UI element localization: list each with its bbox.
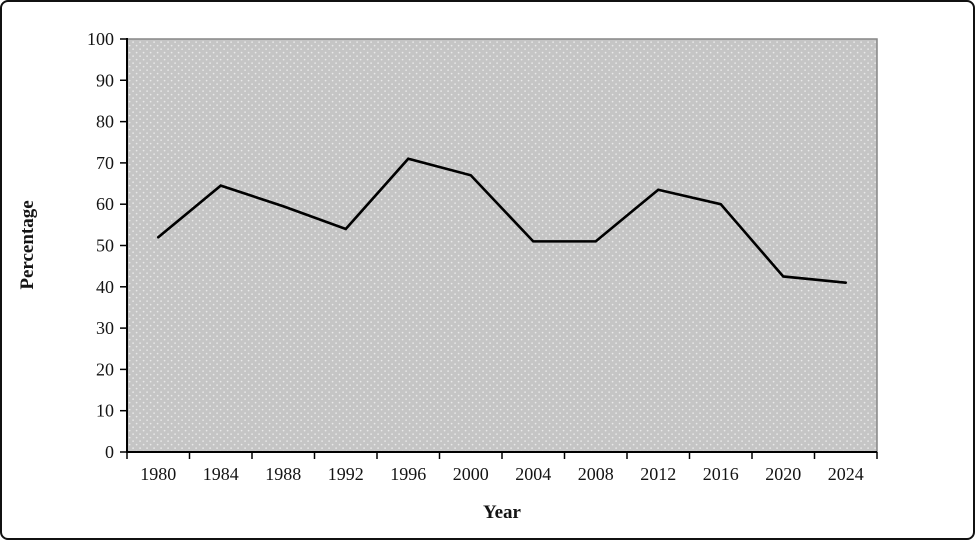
x-tick-label: 2016 xyxy=(703,464,739,484)
y-tick-label: 40 xyxy=(96,277,114,297)
y-tick-label: 60 xyxy=(96,194,114,214)
y-tick-label: 20 xyxy=(96,359,114,379)
y-tick-label: 10 xyxy=(96,401,114,421)
x-tick-label: 1980 xyxy=(140,464,176,484)
y-tick-label: 50 xyxy=(96,236,114,256)
y-axis-ticks xyxy=(120,38,127,453)
x-tick-label: 1988 xyxy=(265,464,301,484)
x-tick-label: 2000 xyxy=(453,464,489,484)
y-tick-label: 80 xyxy=(96,112,114,132)
y-tick-label: 70 xyxy=(96,153,114,173)
y-axis-labels: 0 10 20 30 40 50 60 70 80 90 100 xyxy=(87,29,114,462)
x-tick-label: 2008 xyxy=(578,464,614,484)
x-axis-title: Year xyxy=(483,502,522,523)
x-tick-label: 2024 xyxy=(828,464,864,484)
x-tick-label: 2012 xyxy=(640,464,676,484)
y-tick-label: 0 xyxy=(105,442,114,462)
x-tick-label: 2004 xyxy=(515,464,551,484)
y-tick-label: 30 xyxy=(96,318,114,338)
x-tick-label: 1992 xyxy=(328,464,364,484)
series-line xyxy=(156,157,848,284)
y-tick-label: 90 xyxy=(96,70,114,90)
x-axis-ticks xyxy=(126,452,878,459)
x-tick-label: 1984 xyxy=(203,464,239,484)
plot-area xyxy=(126,38,878,453)
y-axis-title: Percentage xyxy=(17,200,38,289)
y-tick-label: 100 xyxy=(87,29,114,49)
x-tick-label: 2020 xyxy=(765,464,801,484)
series-line-group xyxy=(156,157,848,284)
x-axis-labels: 1980 1984 1988 1992 1996 2000 2004 2008 2012 2016… xyxy=(140,464,864,484)
x-tick-label: 1996 xyxy=(390,464,426,484)
